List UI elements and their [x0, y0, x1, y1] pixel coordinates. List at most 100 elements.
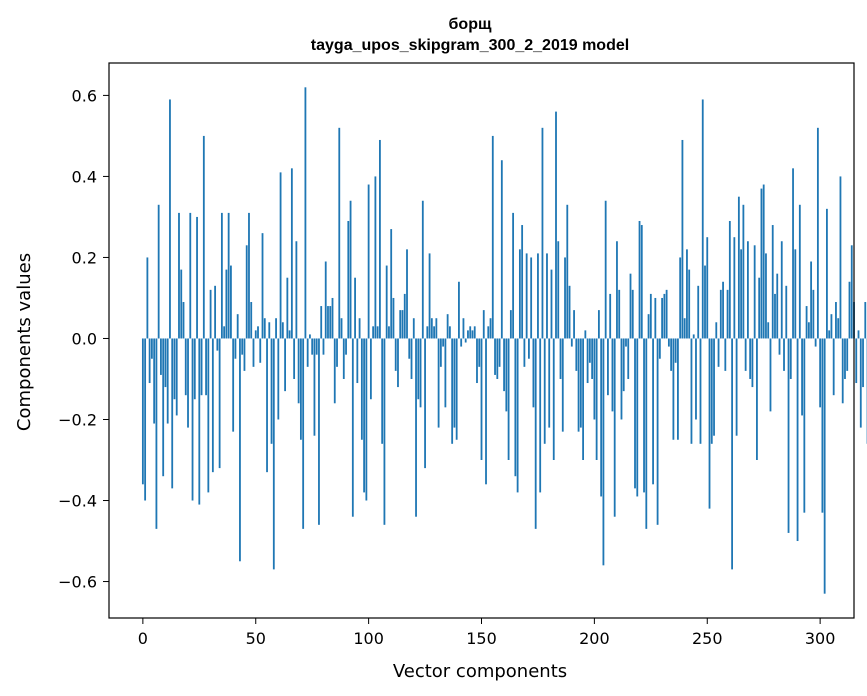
bar — [239, 338, 241, 562]
bar — [184, 338, 187, 396]
bar — [609, 293, 612, 339]
bar — [148, 338, 151, 384]
bar — [205, 338, 207, 396]
bar — [171, 338, 174, 489]
bar — [640, 225, 643, 339]
bar — [281, 322, 284, 339]
bar — [686, 249, 688, 339]
bar — [528, 338, 530, 359]
bar — [288, 330, 291, 339]
bar — [428, 253, 431, 339]
bar — [735, 338, 738, 436]
bar — [507, 338, 510, 460]
bar — [715, 322, 718, 339]
bar — [324, 261, 327, 339]
bar — [311, 338, 314, 355]
bar — [823, 338, 826, 594]
bar — [476, 338, 478, 384]
bar — [290, 168, 293, 339]
bar — [390, 229, 393, 339]
bar — [769, 338, 772, 412]
bar — [169, 99, 171, 339]
bar — [444, 338, 447, 408]
bar — [600, 338, 603, 497]
bar — [796, 338, 799, 542]
y-tick-label: −0.6 — [58, 573, 97, 592]
bar — [417, 338, 420, 400]
bar — [667, 338, 670, 347]
bar — [805, 306, 808, 339]
bar — [607, 338, 609, 396]
bar — [760, 188, 763, 339]
bar — [785, 285, 788, 339]
bar — [191, 338, 194, 501]
bar — [559, 338, 562, 379]
bar — [437, 338, 440, 428]
bar — [850, 245, 853, 339]
bar — [810, 261, 813, 339]
bar — [146, 257, 149, 339]
bar — [724, 338, 727, 371]
bar — [557, 241, 560, 339]
bar — [214, 285, 217, 339]
bar — [848, 281, 851, 339]
bar — [338, 127, 341, 339]
bar — [566, 204, 569, 339]
bar — [638, 220, 641, 339]
bar-series — [141, 87, 867, 594]
bar — [722, 281, 724, 339]
bar — [530, 257, 533, 339]
bar — [846, 338, 849, 371]
bar — [333, 338, 336, 404]
bar — [498, 338, 501, 367]
bar — [801, 338, 803, 416]
bar — [232, 338, 235, 432]
bar — [327, 306, 329, 339]
bar — [814, 338, 817, 347]
bar — [794, 249, 797, 339]
bar — [336, 338, 338, 367]
bar — [756, 338, 758, 460]
bar — [771, 225, 774, 339]
bar — [731, 338, 733, 570]
bar — [695, 338, 697, 420]
bar — [579, 338, 582, 428]
bar — [584, 330, 587, 339]
bar — [410, 338, 413, 379]
bar — [812, 289, 815, 339]
bar — [604, 200, 607, 339]
bar — [855, 338, 858, 384]
bar — [618, 289, 621, 339]
x-tick-label: 300 — [805, 629, 836, 648]
bar — [458, 281, 460, 339]
bar — [182, 302, 185, 339]
bar — [719, 289, 722, 339]
bar — [532, 338, 535, 408]
bar — [792, 168, 794, 339]
bar — [744, 338, 747, 371]
bar — [647, 314, 650, 339]
bar — [403, 293, 406, 339]
bar — [304, 87, 307, 339]
bar — [309, 334, 311, 339]
bar — [363, 338, 366, 493]
bar — [261, 233, 264, 339]
bar — [500, 160, 503, 339]
bar — [514, 338, 517, 477]
bar — [665, 289, 668, 339]
bar — [645, 338, 648, 529]
bar — [442, 338, 445, 347]
bar — [859, 338, 862, 428]
bar — [564, 257, 566, 339]
bar — [798, 204, 801, 339]
bar — [284, 338, 286, 392]
bar — [297, 338, 300, 404]
bar — [356, 338, 359, 384]
bar — [351, 338, 354, 517]
bar — [832, 338, 835, 396]
bar — [830, 314, 833, 339]
bar — [464, 338, 467, 343]
bar — [616, 241, 618, 339]
bar — [697, 285, 700, 339]
bar — [672, 338, 675, 440]
